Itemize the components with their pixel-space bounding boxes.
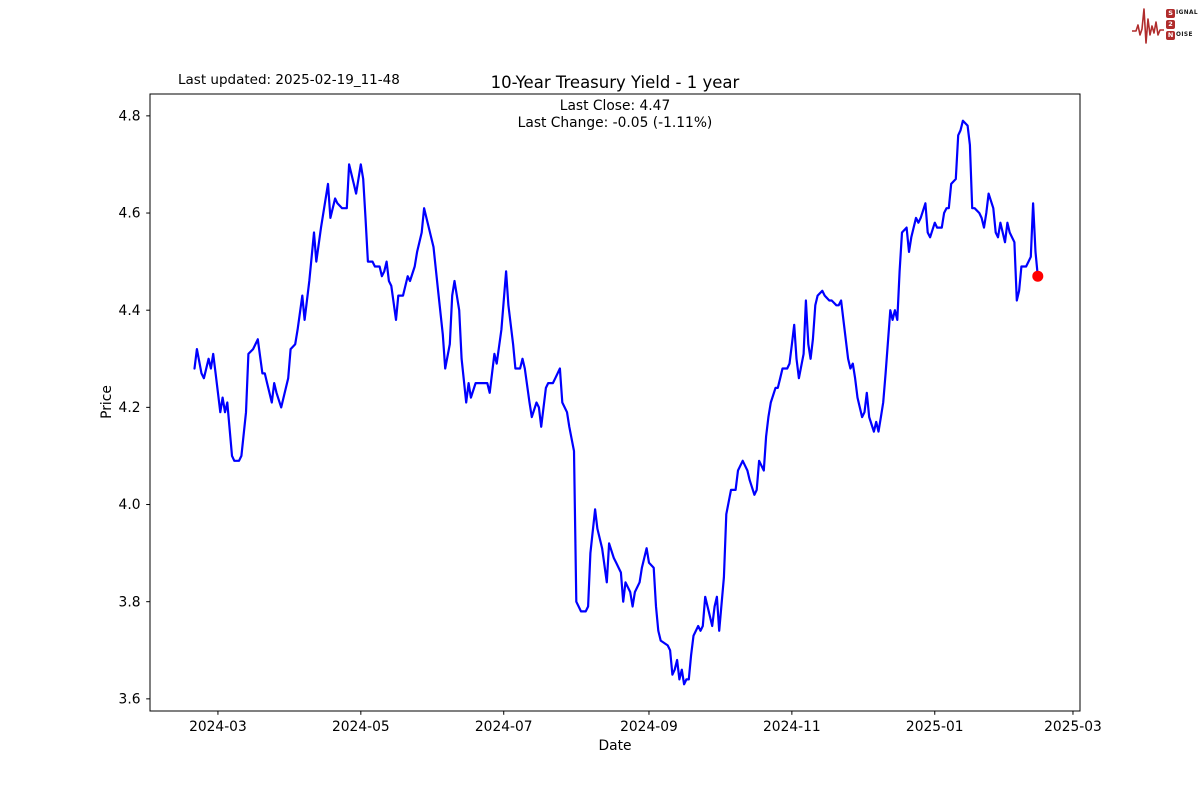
plot-area-border xyxy=(149,93,1081,712)
logo-row-noise: N OISE xyxy=(1166,30,1198,40)
logo-text-oise: OISE xyxy=(1176,32,1193,38)
price-line xyxy=(193,119,1039,686)
signal2noise-logo: S IGNAL 2 N OISE xyxy=(1131,3,1198,45)
y-tick-label: 4.8 xyxy=(119,108,141,124)
x-tick-label: 2025-01 xyxy=(906,719,964,735)
logo-row-2: 2 xyxy=(1166,19,1198,29)
y-tick-label: 4.4 xyxy=(119,303,141,319)
logo-badge-2: 2 xyxy=(1166,19,1176,29)
y-tick-label: 4.6 xyxy=(119,206,141,222)
x-tick-label: 2025-03 xyxy=(1044,719,1102,735)
x-axis-ticks: 2024-03 2024-05 2024-07 2024-09 2024-11 2025-… xyxy=(189,711,1102,735)
x-tick-label: 2024-05 xyxy=(332,719,390,735)
y-axis-ticks: 3.6 3.8 4.0 4.2 4.4 4.6 4.8 xyxy=(119,108,150,707)
last-updated-text: Last updated: 2025-02-19_11-48 xyxy=(178,72,400,88)
chart-title: 10-Year Treasury Yield - 1 year xyxy=(491,73,740,92)
logo-badge-n: N xyxy=(1166,30,1176,40)
waveform-icon xyxy=(1132,8,1165,44)
y-tick-label: 4.2 xyxy=(119,400,141,416)
x-tick-label: 2024-03 xyxy=(189,719,247,735)
y-tick-label: 3.6 xyxy=(119,691,141,707)
x-tick-label: 2024-07 xyxy=(475,719,533,735)
last-close-subtitle: Last Close: 4.47 xyxy=(560,98,670,114)
logo-text-ignal: IGNAL xyxy=(1176,10,1198,16)
y-tick-label: 4.0 xyxy=(119,497,141,513)
last-change-subtitle: Last Change: -0.05 (-1.11%) xyxy=(518,115,713,131)
x-axis-label: Date xyxy=(599,738,632,754)
y-tick-label: 3.8 xyxy=(119,594,141,610)
y-axis-label: Price xyxy=(99,385,115,419)
x-tick-label: 2024-11 xyxy=(763,719,821,735)
last-price-marker xyxy=(1032,270,1044,282)
logo-badge-s: S xyxy=(1166,8,1176,18)
x-tick-label: 2024-09 xyxy=(620,719,678,735)
logo-row-signal: S IGNAL xyxy=(1166,8,1198,18)
